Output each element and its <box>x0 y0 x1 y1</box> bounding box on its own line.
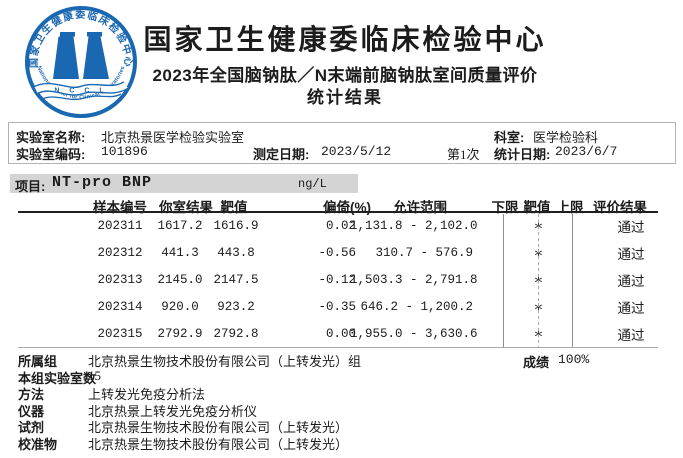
results-table-body: 202311 1617.2 1616.9 0.02 1,131.8 - 2,10… <box>0 213 683 348</box>
dept-label: 科室: <box>494 130 525 145</box>
round-number: 第1次 <box>447 147 480 162</box>
stat-date-value: 2023/6/7 <box>555 144 618 159</box>
evaluation-cell: 通过 <box>617 274 645 290</box>
evaluation-cell: 通过 <box>617 220 645 236</box>
summary-label: 校准物 <box>18 436 58 452</box>
bias-cell: -0.56 <box>318 246 356 261</box>
bias-cell: 0.02 <box>325 219 356 234</box>
org-title: 国家卫生健康委临床检验中心 <box>143 25 547 56</box>
summary-value: 15 <box>88 367 101 383</box>
evaluation-cell: 通过 <box>617 247 645 263</box>
summary-row: 方法 上转发光免疫分析法 <box>0 384 683 402</box>
bias-cell: -0.12 <box>318 273 356 288</box>
dept-value: 医学检验科 <box>533 130 599 145</box>
target-value-cell: 2147.5 <box>213 273 259 288</box>
sample-id-cell: 202315 <box>97 327 143 341</box>
upper-limit-line <box>572 214 573 347</box>
table-row: 202315 2792.9 2792.8 0.00 1,955.0 - 3,63… <box>0 321 683 348</box>
item-bar: 项目: NT-pro BNP ng/L <box>10 174 358 194</box>
sample-id-cell: 202312 <box>97 246 143 261</box>
lower-limit-line <box>503 214 504 347</box>
lab-name-value: 北京热景医学检验实验室 <box>101 130 245 145</box>
lab-code-value: 101896 <box>101 144 148 159</box>
test-date-value: 2023/5/12 <box>321 144 392 159</box>
summary-section: 所属组 北京热景生物技术股份有限公司（上转发光）组 本组实验室数 15 方法 上… <box>0 351 683 452</box>
lab-info-box: 实验室名称: 北京热景医学检验实验室 科室: 医学检验科 实验室编码: 1018… <box>8 122 676 164</box>
summary-value: 北京热景上转发光免疫分析仪 <box>88 403 258 419</box>
summary-value: 上转发光免疫分析法 <box>88 387 206 402</box>
test-date-label: 测定日期: <box>253 147 310 162</box>
score-value: 100% <box>558 352 590 367</box>
summary-row: 试剂 北京热景生物技术股份有限公司（上转发光） <box>0 417 683 435</box>
sample-id-cell: 202313 <box>97 273 143 288</box>
summary-label: 本组实验室数 <box>18 370 97 386</box>
table-row: 202314 920.0 923.2 -0.35 646.2 - 1,200.2… <box>0 294 683 321</box>
summary-row: 本组实验室数 15 <box>0 367 683 386</box>
score-label: 成绩 <box>523 355 550 370</box>
your-result-cell: 920.0 <box>161 300 199 315</box>
summary-row: 所属组 北京热景生物技术股份有限公司（上转发光）组 <box>0 351 683 369</box>
target-value-cell: 1616.9 <box>213 219 259 234</box>
table-row: 202311 1617.2 1616.9 0.02 1,131.8 - 2,10… <box>0 213 683 240</box>
summary-row: 校准物 北京热景生物技术股份有限公司（上转发光） <box>0 434 683 452</box>
nccl-logo-icon: 国家卫生健康委临床检验中心 National Center for Clinic… <box>24 5 138 119</box>
summary-label: 所属组 <box>18 354 58 369</box>
item-name: NT-pro BNP <box>52 174 153 191</box>
your-result-cell: 1617.2 <box>157 219 203 234</box>
your-result-cell: 2145.0 <box>157 273 203 288</box>
summary-row: 仪器 北京热景上转发光免疫分析仪 <box>0 401 683 419</box>
table-header-rule <box>18 211 658 213</box>
evaluation-cell: 通过 <box>617 301 645 317</box>
beaker-left-icon <box>53 32 79 79</box>
report-subtitle-2: 统计结果 <box>307 88 383 107</box>
sample-id-cell: 202311 <box>97 219 143 234</box>
summary-label: 仪器 <box>18 403 45 419</box>
allowed-range-cell: 646.2 - 1,200.2 <box>360 300 473 315</box>
allowed-range-cell: 310.7 - 576.9 <box>375 246 473 261</box>
report-subtitle: 2023年全国脑钠肽／N末端前脑钠肽室间质量评价 <box>152 66 538 85</box>
allowed-range-cell: 1,131.8 - 2,102.0 <box>350 219 478 234</box>
allowed-range-cell: 1,955.0 - 3,630.6 <box>350 327 478 341</box>
evaluation-cell: 通过 <box>617 328 645 343</box>
your-result-cell: 441.3 <box>161 246 199 261</box>
results-table-header: 样本编号 你室结果 靶值 偏倚(%) 允许范围 下限 靶值 上限 评价结果 <box>0 196 683 215</box>
summary-value: 北京热景生物技术股份有限公司（上转发光） <box>88 420 349 435</box>
table-row: 202312 441.3 443.8 -0.56 310.7 - 576.9 ∗… <box>0 240 683 267</box>
lab-code-label: 实验室编码: <box>16 147 86 162</box>
target-value-cell: 2792.8 <box>213 327 259 341</box>
item-label: 项目: <box>15 179 46 194</box>
beaker-right-icon <box>83 32 109 79</box>
item-unit: ng/L <box>298 177 327 191</box>
target-value-cell: 443.8 <box>217 246 255 261</box>
summary-value: 北京热景生物技术股份有限公司（上转发光）组 <box>88 354 362 369</box>
lab-name-label: 实验室名称: <box>16 130 86 145</box>
table-bottom-rule <box>18 347 658 348</box>
stat-date-label: 统计日期: <box>494 147 551 162</box>
your-result-cell: 2792.9 <box>157 327 203 341</box>
bias-cell: -0.35 <box>318 300 356 315</box>
summary-label: 方法 <box>18 387 45 402</box>
summary-value: 北京热景生物技术股份有限公司（上转发光） <box>88 436 349 452</box>
bias-cell: 0.00 <box>325 327 356 341</box>
target-dotted-line <box>538 214 539 347</box>
sample-id-cell: 202314 <box>97 300 143 315</box>
summary-label: 试剂 <box>18 420 45 435</box>
allowed-range-cell: 1,503.3 - 2,791.8 <box>350 273 478 288</box>
table-row: 202313 2145.0 2147.5 -0.12 1,503.3 - 2,7… <box>0 267 683 294</box>
target-value-cell: 923.2 <box>217 300 255 315</box>
logo-banner-text: N C C L <box>54 88 107 95</box>
